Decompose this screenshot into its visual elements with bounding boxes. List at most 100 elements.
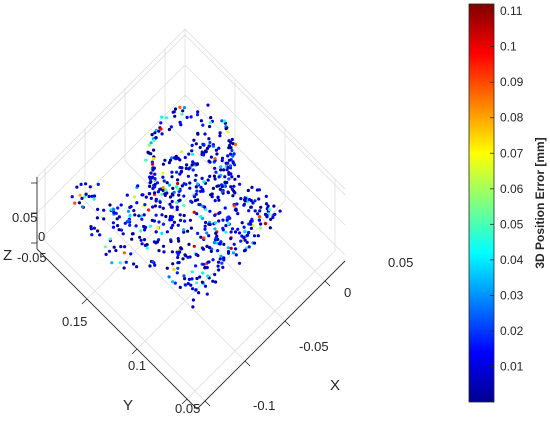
data-point-383 <box>224 224 228 228</box>
data-point-339 <box>203 227 207 231</box>
data-point-46 <box>80 196 84 200</box>
data-point-178 <box>140 217 144 221</box>
data-point-660 <box>220 119 224 123</box>
data-point-567 <box>144 195 148 199</box>
data-point-276 <box>190 149 194 153</box>
data-point-402 <box>155 240 160 244</box>
data-point-20 <box>103 245 107 249</box>
data-point-699 <box>215 184 219 188</box>
data-point-321 <box>194 185 198 189</box>
data-point-603 <box>198 203 202 207</box>
data-point-570 <box>256 234 260 238</box>
data-point-418 <box>153 263 157 267</box>
data-point-459 <box>147 192 151 196</box>
data-point-665 <box>229 152 233 156</box>
colorbar-tick-label-8: 0.09 <box>500 75 524 89</box>
data-point-523 <box>112 211 116 215</box>
data-point-491 <box>231 251 235 255</box>
data-point-537 <box>126 209 131 213</box>
data-point-106 <box>160 231 164 235</box>
data-point-33 <box>92 194 97 198</box>
data-point-60 <box>220 159 224 163</box>
x-tick-label-0.05: 0.05 <box>388 255 413 270</box>
data-point-206 <box>222 168 226 172</box>
data-point-517 <box>171 215 175 219</box>
data-point-103 <box>205 231 209 235</box>
data-point-694 <box>168 195 173 199</box>
data-point-677 <box>194 192 198 196</box>
z-tick-label-0: 0 <box>38 229 45 244</box>
data-point-684 <box>182 106 186 110</box>
data-point-360 <box>225 216 229 220</box>
data-point-189 <box>186 229 190 233</box>
data-point-167 <box>195 276 199 281</box>
data-point-298 <box>278 209 282 213</box>
data-point-480 <box>226 191 230 195</box>
data-point-406 <box>207 144 211 148</box>
data-point-691 <box>189 199 193 203</box>
data-point-673 <box>153 177 157 181</box>
z-axis-title: Z <box>3 247 12 264</box>
colorbar-tick-label-9: 0.1 <box>500 40 517 54</box>
data-point-446 <box>189 226 193 230</box>
data-point-36 <box>80 205 85 209</box>
data-point-654 <box>173 114 177 118</box>
data-point-476 <box>137 214 141 218</box>
colorbar-tick-label-2: 0.03 <box>500 288 524 302</box>
data-point-267 <box>164 214 168 219</box>
data-point-191 <box>199 189 203 193</box>
data-point-15 <box>114 248 118 253</box>
data-point-498 <box>194 252 198 257</box>
data-point-24 <box>84 192 88 196</box>
data-point-696 <box>161 186 165 190</box>
data-point-551 <box>239 197 243 201</box>
data-point-412 <box>188 186 192 190</box>
data-point-185 <box>161 162 165 166</box>
data-point-228 <box>234 207 238 211</box>
data-point-541 <box>199 185 203 189</box>
data-point-547 <box>183 283 187 287</box>
data-point-688 <box>169 125 173 129</box>
data-point-595 <box>226 130 230 134</box>
data-point-439 <box>213 177 217 181</box>
data-point-653 <box>201 123 205 127</box>
data-point-641 <box>160 132 164 136</box>
data-point-473 <box>199 215 203 219</box>
grid-line-z-side-2 <box>184 34 346 196</box>
data-point-207 <box>229 185 233 189</box>
data-point-453 <box>176 266 180 270</box>
data-point-251 <box>218 257 222 261</box>
data-point-662 <box>170 199 174 204</box>
data-point-556 <box>213 166 217 170</box>
data-point-118 <box>192 210 196 214</box>
data-point-153 <box>151 205 155 209</box>
data-point-413 <box>205 265 209 270</box>
data-point-457 <box>271 215 275 219</box>
data-point-417 <box>186 255 190 259</box>
data-point-633 <box>180 184 184 188</box>
data-point-599 <box>152 148 156 152</box>
data-point-429 <box>219 254 223 258</box>
data-point-652 <box>160 115 164 119</box>
data-point-18 <box>108 237 112 241</box>
data-point-351 <box>161 244 166 248</box>
data-point-323 <box>246 188 250 193</box>
data-point-0 <box>122 251 126 255</box>
data-point-447 <box>214 231 218 235</box>
data-point-221 <box>167 161 171 165</box>
data-point-248 <box>205 292 209 296</box>
data-point-568 <box>250 185 254 189</box>
data-point-280 <box>235 202 239 206</box>
data-point-19 <box>124 260 128 264</box>
y-tick-mark-0 <box>181 398 188 405</box>
data-point-469 <box>242 202 246 206</box>
data-point-520 <box>201 247 206 251</box>
data-point-61 <box>177 193 181 197</box>
data-point-618 <box>178 189 182 193</box>
data-point-329 <box>209 155 213 159</box>
data-point-45 <box>96 182 100 186</box>
data-point-32 <box>98 233 102 237</box>
data-point-500 <box>143 228 147 232</box>
data-point-512 <box>176 178 180 182</box>
data-point-569 <box>177 239 181 243</box>
